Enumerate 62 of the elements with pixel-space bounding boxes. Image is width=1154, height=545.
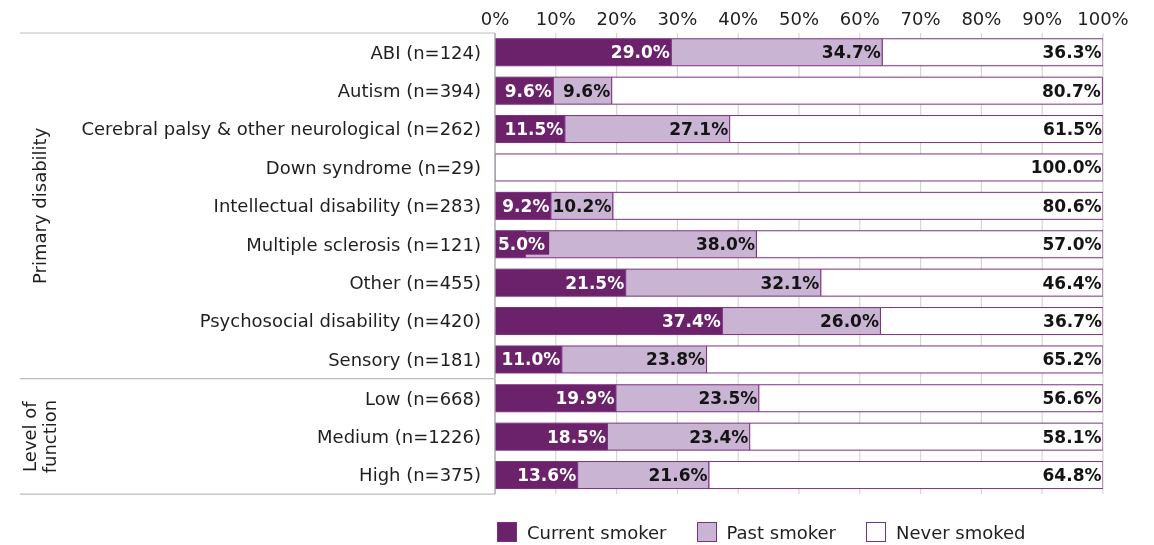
- y-tick-label: Cerebral palsy & other neurological (n=262): [81, 118, 481, 140]
- data-label: 57.0%: [1042, 234, 1102, 255]
- data-label: 13.6%: [517, 464, 577, 485]
- x-tick-label: 80%: [961, 8, 1002, 29]
- data-label: 100.0%: [1030, 157, 1102, 178]
- data-label: 19.9%: [555, 387, 615, 408]
- bar: [495, 153, 1103, 182]
- y-tick-label: High (n=375): [359, 463, 482, 485]
- data-label: 29.0%: [610, 42, 670, 63]
- data-label: 58.1%: [1042, 426, 1102, 447]
- legend-label: Past smoker: [726, 521, 836, 543]
- data-label: 21.6%: [648, 464, 708, 485]
- data-label: 34.7%: [821, 42, 881, 63]
- data-label: 37.4%: [661, 311, 721, 331]
- x-tick-label: 50%: [779, 8, 819, 29]
- data-label: 23.5%: [698, 387, 758, 408]
- data-label: 80.7%: [1041, 80, 1101, 101]
- data-label: 65.2%: [1042, 349, 1102, 370]
- legend-label: Current smoker: [527, 521, 667, 543]
- data-label: 23.4%: [689, 426, 749, 447]
- data-label: 61.5%: [1043, 119, 1103, 139]
- y-tick-label: Down syndrome (n=29): [265, 156, 481, 178]
- data-label: 27.1%: [669, 119, 729, 139]
- y-axis-title: Primary disability: [28, 127, 50, 284]
- y-tick-label: Psychosocial disability (n=420): [199, 310, 481, 332]
- y-tick-label: Intellectual disability (n=283): [213, 195, 481, 217]
- y-tick-label: Medium (n=1226): [317, 425, 482, 447]
- y-tick-label: Low (n=668): [365, 387, 482, 409]
- data-label: 23.8%: [646, 349, 706, 370]
- data-label: 36.3%: [1042, 42, 1102, 63]
- data-label: 21.5%: [565, 272, 625, 293]
- data-label: 26.0%: [819, 311, 879, 331]
- legend-label: Never smoked: [895, 521, 1026, 543]
- data-label: 11.0%: [501, 349, 561, 370]
- y-tick-label: ABI (n=124): [370, 41, 481, 63]
- x-tick-label: 100%: [1077, 8, 1129, 29]
- x-tick-label: 10%: [535, 8, 576, 29]
- data-label: 56.6%: [1042, 387, 1102, 408]
- data-label: 10.2%: [552, 195, 612, 216]
- data-label: 18.5%: [547, 426, 606, 447]
- data-label: 9.6%: [504, 80, 552, 101]
- data-label: 46.4%: [1042, 272, 1102, 293]
- data-label: 9.2%: [502, 195, 550, 216]
- data-label: 36.7%: [1043, 311, 1103, 331]
- x-tick-label: 70%: [900, 8, 941, 29]
- y-tick-label: Sensory (n=181): [328, 348, 481, 370]
- x-tick-label: 90%: [1022, 8, 1063, 29]
- x-tick-label: 60%: [839, 8, 880, 29]
- y-axis-title: Level of function: [18, 399, 60, 473]
- y-tick-label: Other (n=455): [349, 271, 481, 293]
- data-label: 38.0%: [695, 234, 755, 255]
- x-tick-label: 0%: [480, 8, 510, 29]
- data-label: 80.6%: [1042, 195, 1102, 216]
- x-tick-label: 40%: [718, 8, 759, 29]
- x-tick-label: 30%: [657, 8, 698, 29]
- x-tick-label: 20%: [596, 8, 637, 29]
- y-tick-label: Autism (n=394): [337, 79, 481, 101]
- data-label: 32.1%: [760, 272, 820, 293]
- data-label: 64.8%: [1042, 464, 1102, 485]
- data-label: 11.5%: [504, 119, 564, 139]
- y-tick-label: Multiple sclerosis (n=121): [246, 233, 481, 255]
- data-label: 9.6%: [563, 80, 611, 101]
